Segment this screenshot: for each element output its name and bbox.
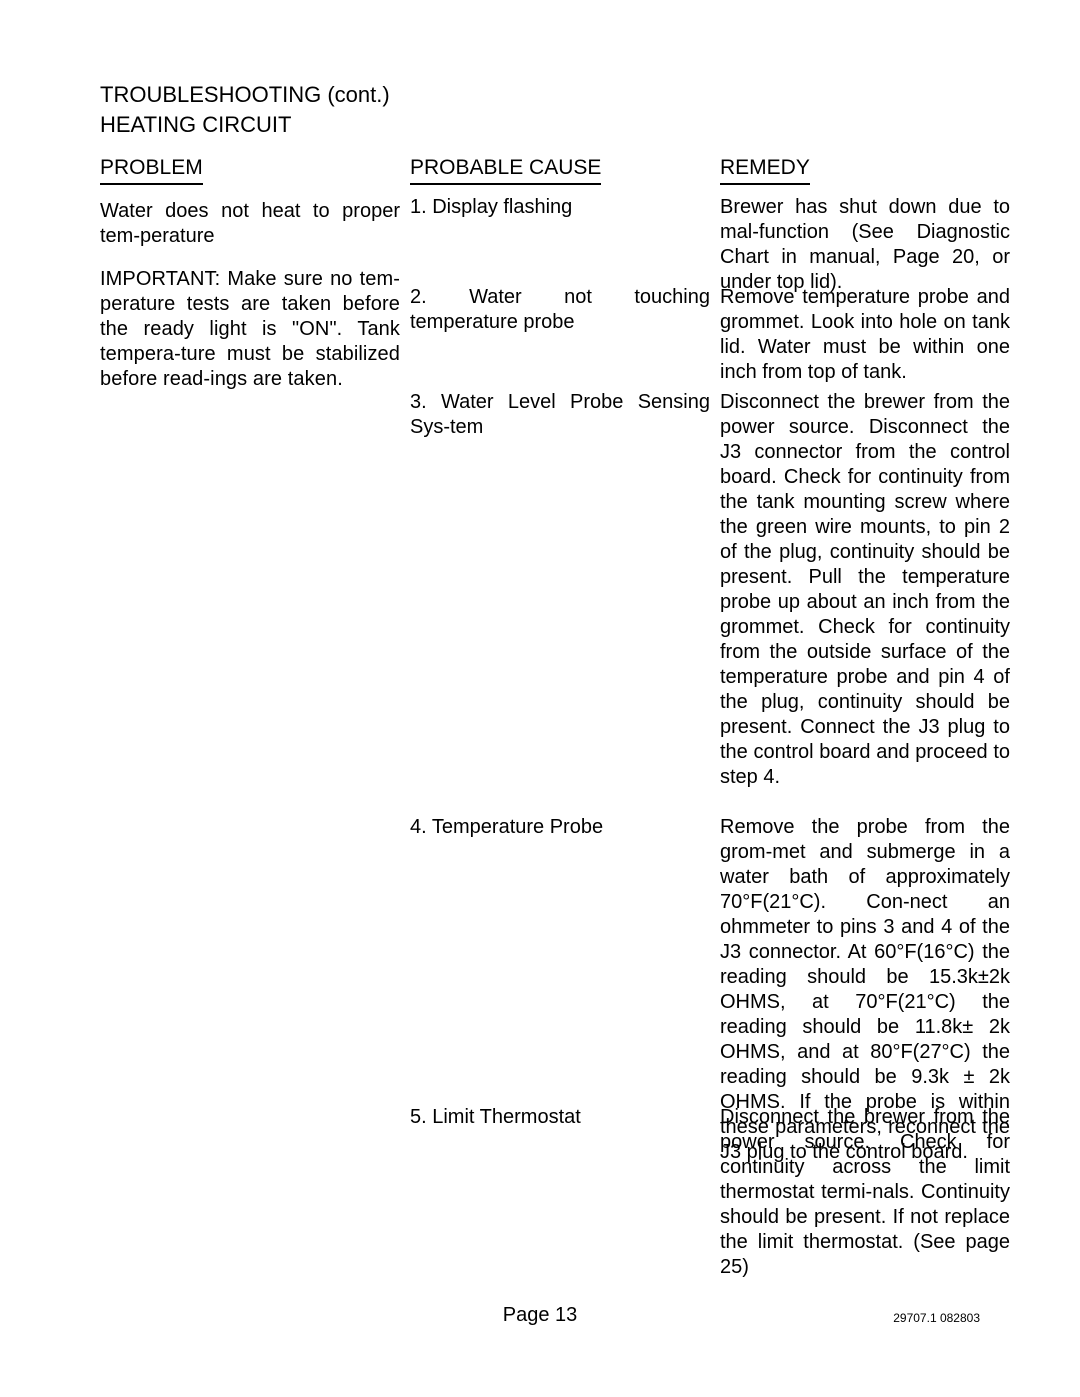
section-title-line2: HEATING CIRCUIT (100, 110, 390, 140)
cause-column: PROBABLE CAUSE 1. Display flashing 2. Wa… (410, 155, 710, 185)
cause-3: 3. Water Level Probe Sensing Sys-tem (410, 390, 710, 440)
remedy-5: Disconnect the brewer from the power sou… (720, 1105, 1010, 1280)
remedy-2: Remove temperature probe and grommet. Lo… (720, 285, 1010, 385)
problem-column: PROBLEM Water does not heat to proper te… (100, 155, 400, 392)
problem-text: Water does not heat to proper tem-peratu… (100, 199, 400, 249)
cause-1: 1. Display flashing (410, 195, 710, 220)
cause-2: 2. Water not touching temperature probe (410, 285, 710, 335)
problem-header: PROBLEM (100, 155, 203, 185)
cause-5: 5. Limit Thermostat (410, 1105, 710, 1130)
section-title-line1: TROUBLESHOOTING (cont.) (100, 80, 390, 110)
remedy-column: REMEDY Brewer has shut down due to mal-f… (720, 155, 1010, 185)
remedy-3: Disconnect the brewer from the power sou… (720, 390, 1010, 790)
cause-4: 4. Temperature Probe (410, 815, 710, 840)
page: TROUBLESHOOTING (cont.) HEATING CIRCUIT … (0, 0, 1080, 1397)
document-number: 29707.1 082803 (893, 1311, 980, 1325)
remedy-1: Brewer has shut down due to mal-function… (720, 195, 1010, 295)
remedy-header: REMEDY (720, 155, 810, 185)
cause-header: PROBABLE CAUSE (410, 155, 601, 185)
section-title: TROUBLESHOOTING (cont.) HEATING CIRCUIT (100, 80, 390, 140)
problem-important-note: IMPORTANT: Make sure no tem-perature tes… (100, 267, 400, 392)
